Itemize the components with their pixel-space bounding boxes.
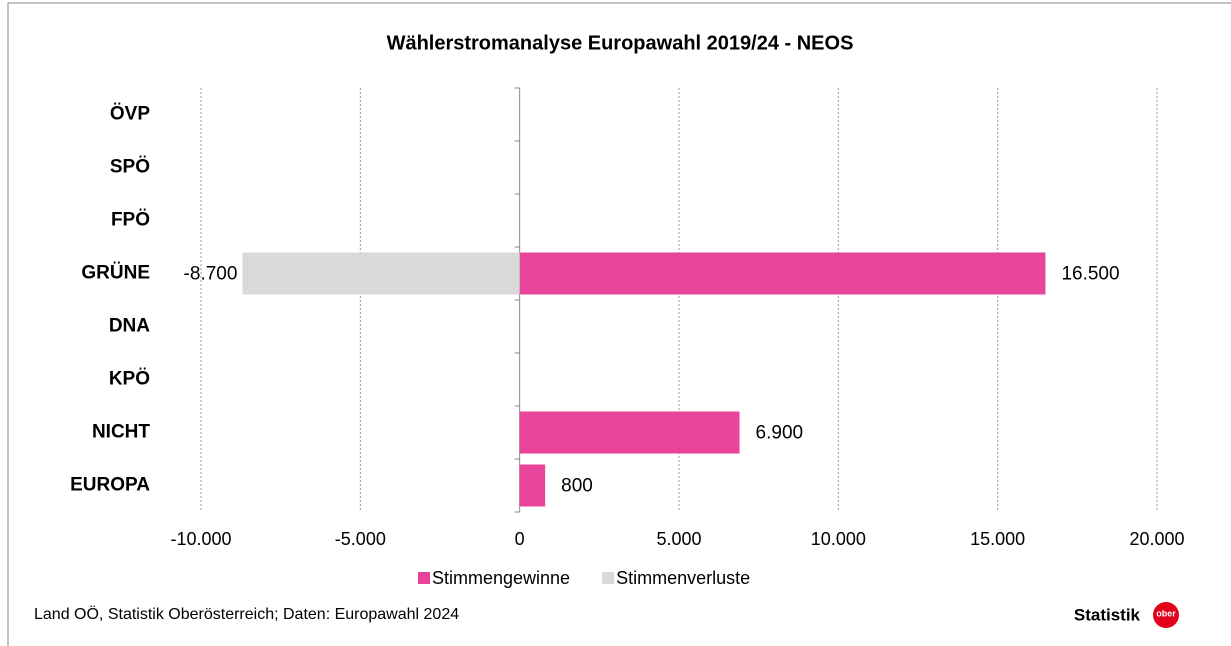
x-tick-label: 0: [515, 529, 525, 549]
bar: [519, 464, 546, 507]
legend-swatch: [418, 572, 430, 584]
x-tick-label: -10.000: [170, 529, 231, 549]
y-tick-label: KPÖ: [109, 369, 150, 390]
y-tick-label: EUROPA: [70, 475, 150, 496]
legend-swatch: [602, 572, 615, 584]
data-label: -8.700: [184, 264, 238, 285]
y-tick-label: SPÖ: [110, 157, 150, 178]
x-tick-label: 10.000: [811, 529, 866, 549]
bar: [519, 411, 740, 454]
chart-title: Wählerstromanalyse Europawahl 2019/24 - …: [387, 32, 854, 54]
bar: [242, 252, 520, 295]
logo: Statistik: [1074, 605, 1141, 624]
y-tick-label: NICHT: [92, 422, 150, 443]
bar: [519, 252, 1046, 295]
data-label: 16.500: [1061, 264, 1119, 285]
x-tick-label: 20.000: [1129, 529, 1184, 549]
frame: [7, 2, 1231, 646]
logo-badge: [1153, 602, 1179, 628]
y-tick-label: ÖVP: [110, 104, 150, 125]
y-tick-label: GRÜNE: [81, 263, 150, 284]
y-tick-label: FPÖ: [111, 210, 150, 231]
y-tick-label: DNA: [109, 316, 150, 337]
source: Land OÖ, Statistik Oberösterreich; Daten…: [34, 605, 459, 623]
legend-label: Stimmengewinne: [432, 568, 570, 588]
data-label: 800: [561, 476, 593, 497]
x-tick-label: 15.000: [970, 529, 1025, 549]
x-tick-label: -5.000: [335, 529, 386, 549]
logo-badge-text: ober: [1156, 608, 1176, 618]
data-label: 6.900: [756, 423, 804, 444]
x-tick-label: 5.000: [656, 529, 701, 549]
legend-label: Stimmenverluste: [616, 568, 750, 588]
